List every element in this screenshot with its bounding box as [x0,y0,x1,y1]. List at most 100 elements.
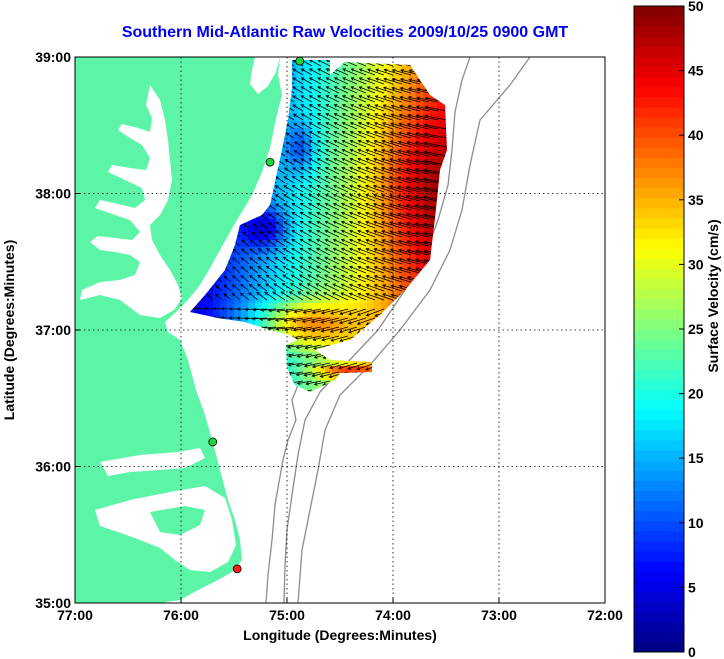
velocity-cell [332,331,340,339]
velocity-cell [332,254,340,262]
velocity-arrowhead [341,121,346,126]
velocity-arrowhead [292,113,297,118]
velocity-arrowhead [374,113,378,117]
velocity-arrowhead [373,256,378,261]
velocity-arrowhead [397,239,402,243]
velocity-cell [241,247,249,255]
velocity-cell [416,247,424,255]
velocity-arrow [374,113,394,121]
velocity-arrowhead [389,157,393,162]
velocity-arrowhead [381,239,386,243]
velocity-cell [367,226,375,234]
velocity-arrow [390,122,412,130]
velocity-arrow [415,132,439,139]
velocity-arrow [390,230,412,238]
velocity-arrow [301,86,313,94]
velocity-arrowhead [307,220,312,225]
velocity-cell [304,65,312,73]
velocity-cell [325,72,333,80]
velocity-cell [367,93,375,101]
velocity-cell [346,205,354,213]
velocity-arrowhead [300,68,305,72]
velocity-cell [409,100,417,108]
velocity-cell [304,373,312,381]
velocity-arrowhead [414,213,419,217]
velocity-arrow [375,78,394,85]
velocity-cell [325,261,333,269]
velocity-cell [276,282,284,290]
velocity-arrowhead [405,185,410,190]
y-tick-label: 38:00 [35,186,71,202]
velocity-arrow [349,292,367,301]
velocity-arrow [334,122,349,130]
velocity-cell [367,233,375,241]
velocity-arrowhead [232,275,236,279]
velocity-cell [297,275,305,283]
velocity-arrow [315,283,331,292]
velocity-cell [416,254,424,262]
velocity-arrow [391,96,412,103]
velocity-arrowhead [408,87,412,91]
velocity-arrow [398,231,421,238]
velocity-cell [290,114,298,122]
velocity-arrow [304,371,322,376]
velocity-cell [416,219,424,227]
velocity-arrowhead [388,175,393,180]
velocity-arrow [341,167,358,175]
velocity-cell [227,254,235,262]
velocity-arrow [292,86,304,94]
velocity-arrowhead [223,293,228,297]
velocity-cell [402,107,410,115]
velocity-cell [395,100,403,108]
velocity-arrowhead [333,157,337,162]
velocity-cell [416,149,424,157]
velocity-cell [311,317,319,325]
velocity-cell [290,198,298,206]
velocity-arrowhead [242,223,247,227]
velocity-cell [381,163,389,171]
velocity-arrowhead [414,204,419,208]
velocity-cell [339,226,347,234]
velocity-arrowhead [283,212,287,216]
velocity-cell [395,135,403,143]
velocity-arrowhead [400,69,404,73]
velocity-cell [437,121,445,129]
velocity-cell [311,359,319,367]
velocity-cell [276,254,284,262]
colorbar-band [634,66,684,78]
velocity-cell [311,268,319,276]
velocity-cell [339,142,347,150]
velocity-cell [283,359,291,367]
velocity-cell [374,198,382,206]
velocity-cell [297,226,305,234]
velocity-arrow [333,239,349,247]
velocity-arrowhead [338,329,343,334]
velocity-cell [318,317,326,325]
velocity-cell [346,226,354,234]
velocity-arrow [358,104,376,112]
velocity-cell [353,72,361,80]
velocity-cell [311,72,319,80]
velocity-cell [430,184,438,192]
velocity-arrowhead [304,345,309,350]
velocity-cell [367,261,375,269]
colorbar-band [634,631,684,643]
velocity-arrow [398,258,421,265]
velocity-arrow [391,87,412,94]
velocity-cell [248,317,256,325]
velocity-cell [339,121,347,129]
velocity-arrow [275,176,286,184]
velocity-arrow [406,159,430,166]
velocity-arrowhead [357,193,361,198]
velocity-arrow [288,362,304,366]
velocity-arrowhead [373,247,378,252]
velocity-cell [304,338,312,346]
velocity-cell [325,240,333,248]
velocity-arrow [309,86,322,94]
velocity-arrow [215,293,223,301]
colorbar-gradient [634,6,684,653]
velocity-arrow [366,275,385,283]
velocity-cell [346,359,354,367]
velocity-arrow [274,248,286,256]
velocity-arrow [349,158,367,166]
